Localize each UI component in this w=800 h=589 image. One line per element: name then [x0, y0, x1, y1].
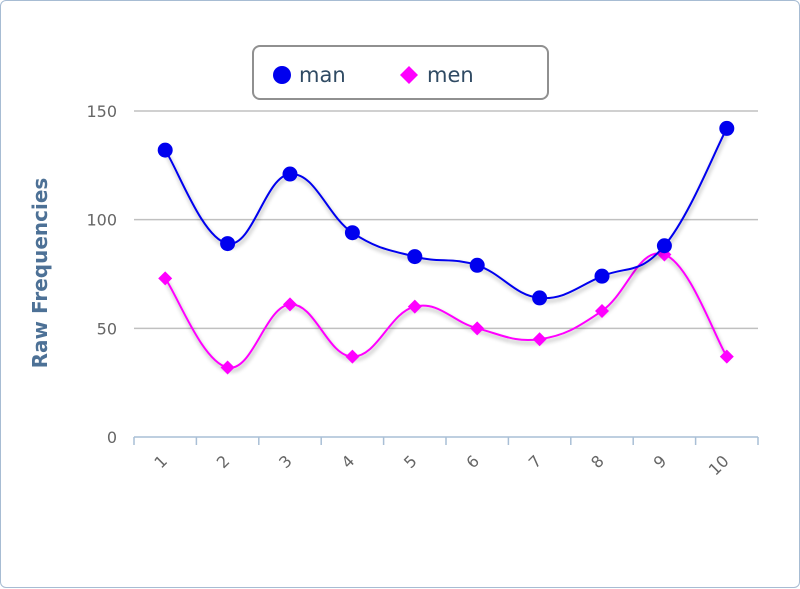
x-axis: 1 2 3 4 5 6 7 8 9 10 [133, 436, 759, 479]
y-tick-label: 100 [86, 211, 117, 230]
x-tick-label: 2 [213, 451, 234, 472]
data-point-men-5[interactable] [407, 299, 422, 314]
series-line-men [164, 252, 728, 369]
x-tick-label: 5 [400, 451, 421, 472]
series-man [157, 120, 735, 306]
data-point-man-10[interactable] [719, 120, 735, 136]
legend-box [252, 45, 549, 100]
data-point-man-6[interactable] [469, 257, 485, 273]
series-men [158, 247, 734, 375]
data-point-men-2[interactable] [220, 360, 235, 375]
legend-item-man[interactable]: man [273, 63, 346, 87]
data-point-man-5[interactable] [407, 249, 423, 265]
data-point-man-8[interactable] [594, 268, 610, 284]
x-tick-label: 10 [705, 451, 733, 479]
data-point-men-6[interactable] [470, 321, 485, 336]
data-point-men-8[interactable] [595, 303, 609, 318]
legend-marker-man [273, 66, 291, 84]
x-tick-label: 7 [525, 451, 546, 472]
x-tick-label: 4 [338, 451, 359, 472]
legend-item-men[interactable]: men [400, 63, 474, 87]
x-tick-label: 9 [650, 451, 671, 472]
data-point-men-3[interactable] [283, 297, 297, 312]
legend-label-men: men [427, 63, 474, 87]
legend-label-man: man [299, 63, 346, 87]
x-tick-label: 6 [462, 451, 483, 472]
data-point-men-10[interactable] [719, 349, 734, 364]
data-point-man-9[interactable] [656, 238, 672, 254]
y-tick-label: 50 [97, 319, 117, 338]
y-axis-ticks: 0 50 100 150 [86, 102, 117, 447]
x-tick-label: 1 [150, 451, 171, 472]
data-point-men-1[interactable] [158, 271, 173, 286]
grid-lines [134, 110, 758, 330]
data-point-man-3[interactable] [282, 166, 298, 182]
data-point-man-7[interactable] [532, 290, 548, 306]
legend-marker-men [400, 66, 418, 84]
y-tick-label: 0 [107, 428, 117, 447]
series-layer [157, 120, 735, 375]
data-point-men-4[interactable] [345, 349, 360, 364]
y-tick-label: 150 [86, 102, 117, 121]
series-line-man [164, 127, 728, 300]
data-point-man-4[interactable] [344, 225, 360, 241]
data-point-man-1[interactable] [157, 142, 173, 158]
x-tick-label: 3 [275, 451, 296, 472]
y-axis-title: Raw Frequencies [28, 178, 52, 369]
data-point-men-7[interactable] [532, 332, 547, 347]
legend[interactable]: man men [252, 45, 549, 100]
data-point-man-2[interactable] [220, 236, 236, 252]
x-tick-label: 8 [587, 451, 608, 472]
